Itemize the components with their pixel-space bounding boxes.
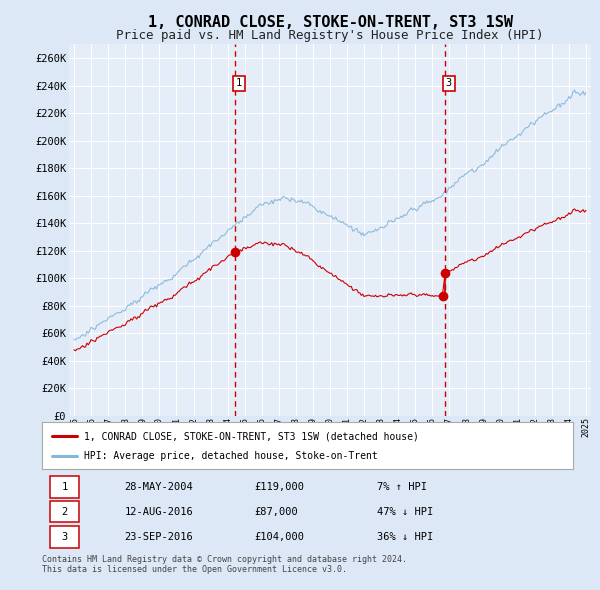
FancyBboxPatch shape	[50, 501, 79, 522]
Text: 1: 1	[236, 78, 242, 88]
Text: £104,000: £104,000	[254, 532, 304, 542]
Text: Price paid vs. HM Land Registry's House Price Index (HPI): Price paid vs. HM Land Registry's House …	[116, 30, 544, 42]
Text: £119,000: £119,000	[254, 482, 304, 492]
Text: 23-SEP-2016: 23-SEP-2016	[124, 532, 193, 542]
Text: 1, CONRAD CLOSE, STOKE-ON-TRENT, ST3 1SW: 1, CONRAD CLOSE, STOKE-ON-TRENT, ST3 1SW	[148, 15, 512, 30]
Text: 12-AUG-2016: 12-AUG-2016	[124, 507, 193, 516]
Text: Contains HM Land Registry data © Crown copyright and database right 2024.
This d: Contains HM Land Registry data © Crown c…	[42, 555, 407, 574]
Text: 3: 3	[446, 78, 452, 88]
Text: HPI: Average price, detached house, Stoke-on-Trent: HPI: Average price, detached house, Stok…	[85, 451, 378, 461]
Text: 47% ↓ HPI: 47% ↓ HPI	[377, 507, 433, 516]
FancyBboxPatch shape	[50, 526, 79, 548]
Text: 2: 2	[61, 507, 68, 516]
Text: £87,000: £87,000	[254, 507, 298, 516]
Text: 1, CONRAD CLOSE, STOKE-ON-TRENT, ST3 1SW (detached house): 1, CONRAD CLOSE, STOKE-ON-TRENT, ST3 1SW…	[85, 431, 419, 441]
FancyBboxPatch shape	[50, 476, 79, 498]
Text: 28-MAY-2004: 28-MAY-2004	[124, 482, 193, 492]
Text: 7% ↑ HPI: 7% ↑ HPI	[377, 482, 427, 492]
Text: 36% ↓ HPI: 36% ↓ HPI	[377, 532, 433, 542]
Text: 1: 1	[61, 482, 68, 492]
Text: 3: 3	[61, 532, 68, 542]
